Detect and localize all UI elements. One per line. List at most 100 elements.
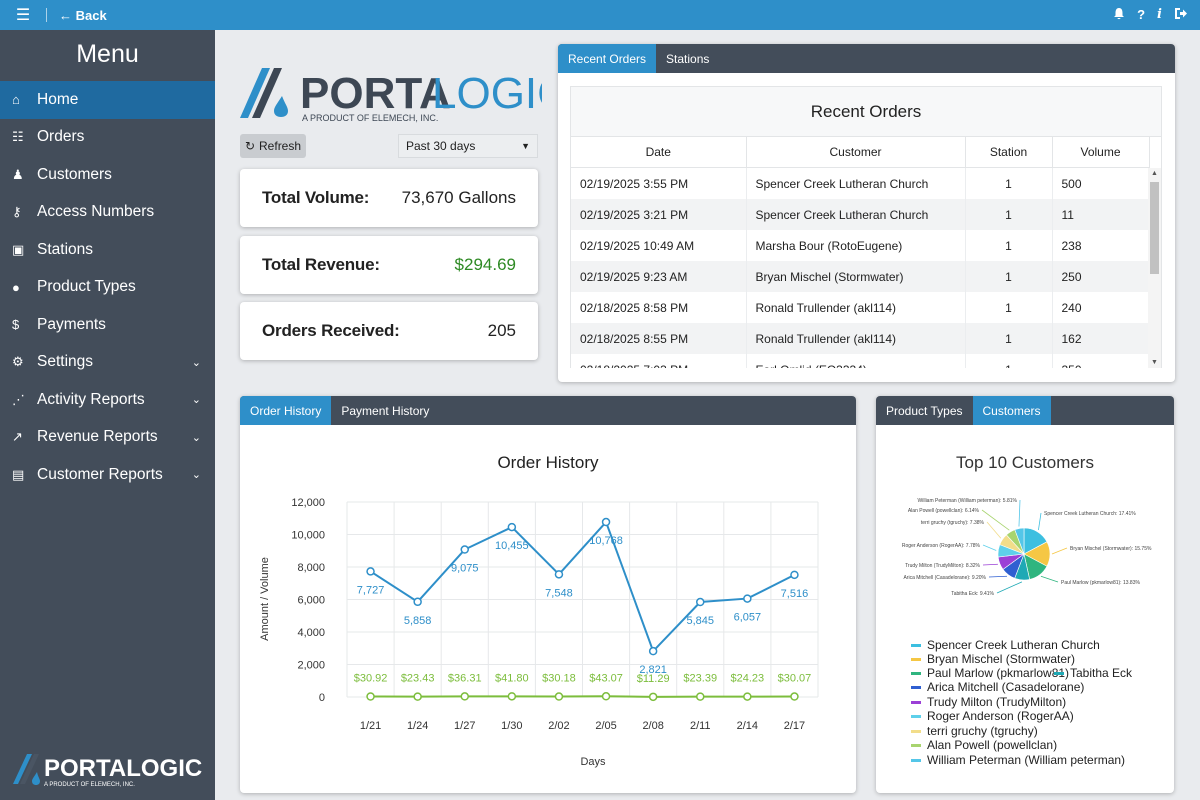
data-point[interactable] bbox=[366, 567, 375, 576]
sidebar-item-customers[interactable]: ♟ Customers bbox=[0, 156, 215, 194]
column-header-customer[interactable]: Customer bbox=[746, 137, 966, 168]
data-point[interactable] bbox=[790, 692, 799, 701]
data-point[interactable] bbox=[507, 522, 517, 532]
data-point[interactable] bbox=[696, 692, 705, 701]
stat-label: Total Volume: bbox=[262, 188, 370, 207]
pie-slice[interactable] bbox=[1014, 527, 1025, 555]
column-header-volume[interactable]: Volume bbox=[1052, 137, 1150, 168]
chevron-down-icon[interactable]: ⌄ bbox=[191, 356, 201, 369]
data-point[interactable] bbox=[743, 594, 752, 603]
back-button[interactable]: ← Back bbox=[59, 8, 107, 23]
data-point[interactable] bbox=[601, 517, 611, 527]
table-row[interactable]: 02/19/2025 3:55 PM Spencer Creek Lutheran… bbox=[571, 168, 1149, 199]
chevron-down-icon[interactable]: ⌄ bbox=[191, 431, 201, 444]
help-icon[interactable]: ? bbox=[1137, 7, 1146, 22]
bell-icon[interactable] bbox=[1113, 7, 1125, 23]
cell-customer: Spencer Creek Lutheran Church bbox=[746, 199, 966, 230]
chevron-down-icon[interactable]: ⌄ bbox=[191, 394, 201, 407]
stat-label: Total Revenue: bbox=[262, 255, 380, 274]
sidebar-item-stations[interactable]: ▣ Stations bbox=[0, 231, 215, 269]
tab-product-types[interactable]: Product Types bbox=[886, 403, 963, 418]
tab-customers[interactable]: Customers bbox=[972, 396, 1051, 425]
legend-item[interactable]: Alan Powell (powellclan) bbox=[911, 738, 1057, 752]
sidebar-item-product-types[interactable]: ● Product Types bbox=[0, 269, 215, 307]
sidebar-item-settings[interactable]: ⚙ Settings ⌄ bbox=[0, 344, 215, 382]
cell-customer: Earl Omlid (EO3334) bbox=[746, 354, 966, 368]
table-row[interactable]: 02/18/2025 7:03 PMEarl Omlid (EO3334)135… bbox=[571, 354, 1149, 368]
tab-recent-orders[interactable]: Recent Orders bbox=[558, 44, 657, 73]
sidebar-logo-sub: A PRODUCT OF ELEMECH, INC. bbox=[44, 782, 135, 788]
table-row[interactable]: 02/18/2025 8:55 PM Ronald Trullender (akl… bbox=[571, 323, 1149, 354]
legend-item[interactable]: Paul Marlow (pkmarlow81) bbox=[911, 666, 1069, 680]
order-history-chart: 0 2,000 4,000 6,000 8,000 10,000 12,000 1/21 1/2… bbox=[259, 497, 819, 768]
tab-order-history[interactable]: Order History bbox=[240, 396, 332, 425]
gear-icon: ⚙ bbox=[12, 354, 24, 370]
top-customers-title: Top 10 Customers bbox=[956, 453, 1094, 472]
legend-item[interactable]: Arica Mitchell (Casadelorane) bbox=[911, 680, 1084, 694]
cell-station: 1 bbox=[965, 168, 1053, 199]
table-row[interactable]: 02/19/2025 3:21 PM Spencer Creek Lutheran… bbox=[571, 199, 1149, 230]
legend-item[interactable]: Trudy Milton (TrudyMilton) bbox=[911, 695, 1066, 709]
sidebar-item-access-numbers[interactable]: ⚷ Access Numbers bbox=[0, 194, 215, 232]
scroll-up-icon[interactable]: ▲ bbox=[1151, 170, 1158, 177]
data-point[interactable] bbox=[648, 646, 658, 656]
pie-slice-label: Alan Powell (powellclan): 6.14% bbox=[908, 508, 980, 514]
pie-slice-label: Trudy Milton (TrudyMilton): 8.32% bbox=[905, 563, 980, 569]
legend-item[interactable]: terri gruchy (tgruchy) bbox=[911, 724, 1038, 738]
data-point[interactable] bbox=[601, 692, 611, 701]
logout-icon[interactable] bbox=[1174, 7, 1188, 23]
hamburger-menu-icon[interactable]: ☰ bbox=[15, 7, 31, 24]
data-point[interactable] bbox=[413, 692, 422, 701]
pie-label-connector bbox=[1018, 499, 1021, 527]
scrollbar-thumb[interactable] bbox=[1150, 182, 1159, 274]
legend-item[interactable]: Tabitha Eck bbox=[1054, 666, 1132, 680]
sidebar-item-payments[interactable]: $ Payments bbox=[0, 306, 215, 344]
y-tick-label: 10,000 bbox=[291, 530, 325, 542]
sidebar-item-activity-reports[interactable]: ⋰ Activity Reports ⌄ bbox=[0, 381, 215, 419]
data-point[interactable] bbox=[460, 545, 469, 554]
sidebar-item-revenue-reports[interactable]: ↗ Revenue Reports ⌄ bbox=[0, 419, 215, 457]
sidebar-item-home[interactable]: ⌂ Home bbox=[0, 81, 215, 119]
legend-item[interactable]: Bryan Mischel (Stormwater) bbox=[911, 652, 1075, 666]
info-icon[interactable]: i bbox=[1157, 7, 1162, 22]
data-point[interactable] bbox=[554, 570, 564, 579]
data-point[interactable] bbox=[743, 692, 752, 701]
legend-swatch bbox=[911, 714, 921, 718]
data-point[interactable] bbox=[554, 692, 564, 701]
data-point[interactable] bbox=[507, 692, 517, 701]
legend-swatch bbox=[911, 657, 921, 661]
data-point[interactable] bbox=[696, 597, 705, 607]
scroll-down-icon[interactable]: ▼ bbox=[1151, 359, 1158, 366]
table-row[interactable]: 02/18/2025 8:58 PM Ronald Trullender (akl… bbox=[571, 292, 1149, 323]
data-label: $30.18 bbox=[542, 673, 576, 685]
legend-item[interactable]: Spencer Creek Lutheran Church bbox=[911, 638, 1100, 652]
data-point[interactable] bbox=[648, 692, 658, 702]
table-row[interactable]: 02/19/2025 10:49 AM Marsha Bour (RotoEuge… bbox=[571, 230, 1149, 261]
data-label: 7,548 bbox=[545, 587, 573, 599]
column-header-station[interactable]: Station bbox=[965, 137, 1053, 168]
date-range-select[interactable]: Past 30 days ▼ bbox=[398, 134, 538, 158]
sidebar-item-orders[interactable]: ☷ Orders bbox=[0, 119, 215, 157]
data-point[interactable] bbox=[460, 692, 469, 701]
legend-label: William Peterman (William peterman) bbox=[927, 753, 1126, 767]
pie-slice-label: Paul Marlow (pkmarlow81): 13.83% bbox=[1061, 580, 1140, 586]
data-point[interactable] bbox=[790, 570, 799, 580]
chevron-down-icon[interactable]: ⌄ bbox=[191, 469, 201, 482]
cell-customer: Ronald Trullender (akl114) bbox=[746, 323, 966, 354]
legend-item[interactable]: Roger Anderson (RogerAA) bbox=[911, 709, 1074, 723]
stat-value: 205 bbox=[487, 321, 516, 340]
data-point[interactable] bbox=[366, 692, 375, 701]
tab-payment-history[interactable]: Payment History bbox=[341, 403, 430, 418]
tab-stations[interactable]: Stations bbox=[666, 51, 710, 66]
x-tick-label: 2/05 bbox=[595, 720, 616, 732]
legend-item[interactable]: William Peterman (William peterman) bbox=[911, 753, 1125, 767]
table-row[interactable]: 02/19/2025 9:23 AM Bryan Mischel (Stormwa… bbox=[571, 261, 1149, 292]
data-label: $30.07 bbox=[778, 673, 812, 685]
sidebar: Menu ⌂ Home ☷ Orders ♟ Customers ⚷ Access Numbe… bbox=[0, 30, 215, 800]
refresh-button[interactable]: ↻ Refresh bbox=[240, 134, 306, 158]
column-header-date[interactable]: Date bbox=[571, 137, 747, 168]
sidebar-item-customer-reports[interactable]: ▤ Customer Reports ⌄ bbox=[0, 456, 215, 494]
recent-orders-title: Recent Orders bbox=[571, 87, 1161, 137]
data-point[interactable] bbox=[413, 597, 422, 607]
recent-orders-scrollbar[interactable]: ▲ ▼ bbox=[1148, 168, 1161, 368]
